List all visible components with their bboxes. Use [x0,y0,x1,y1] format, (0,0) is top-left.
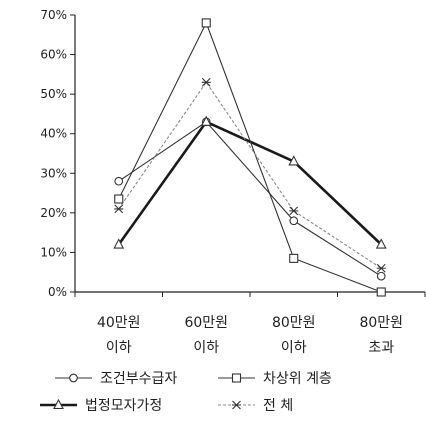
x-tick-label: 80만원 [359,315,403,331]
data-point-s1 [114,176,124,186]
series-line-2 [118,21,382,293]
legend-label-3: 법정모자가정 [85,398,162,414]
x-tick-label: 이하 [106,340,132,356]
legend-marker-4 [232,400,241,410]
y-tick-label: 40% [40,127,67,141]
y-tick-label: 30% [40,166,67,180]
data-point-s1 [289,216,299,226]
data-point-s3 [288,155,300,166]
data-point-s4 [289,206,299,216]
legend-label-1: 조건부수급자 [100,371,177,387]
x-tick-label: 이하 [193,340,219,356]
y-tick-label: 10% [40,245,67,259]
x-tick-label: 이하 [281,340,307,356]
y-tick-label: 20% [40,206,67,220]
data-point-s2 [114,194,124,204]
y-tick-label: 50% [40,87,67,101]
y-tick-label: 0% [48,285,67,299]
data-point-s3 [375,238,387,249]
series-line-1 [118,121,382,277]
data-point-s3 [200,115,212,126]
y-tick-label: 60% [40,48,67,62]
data-point-s4 [201,77,211,87]
x-tick-label: 80만원 [272,315,316,331]
data-point-s1 [376,271,386,281]
data-point-s4 [114,204,124,214]
data-point-s4 [376,263,386,273]
y-tick-label: 70% [40,8,67,22]
data-point-s2 [376,287,386,297]
legend-marker-2 [231,373,242,383]
x-tick-label: 40만원 [97,315,141,331]
series-line-4 [118,81,382,269]
legend-label-4: 전 체 [263,398,293,414]
x-tick-label: 초과 [368,340,394,356]
legend-marker-3 [53,398,64,410]
data-point-s3 [113,238,125,249]
x-tick-label: 60만원 [184,315,228,331]
data-point-s2 [201,18,211,28]
legend-marker-1 [69,373,78,383]
data-point-s2 [289,253,299,263]
legend-label-2: 차상위 계층 [263,371,332,387]
